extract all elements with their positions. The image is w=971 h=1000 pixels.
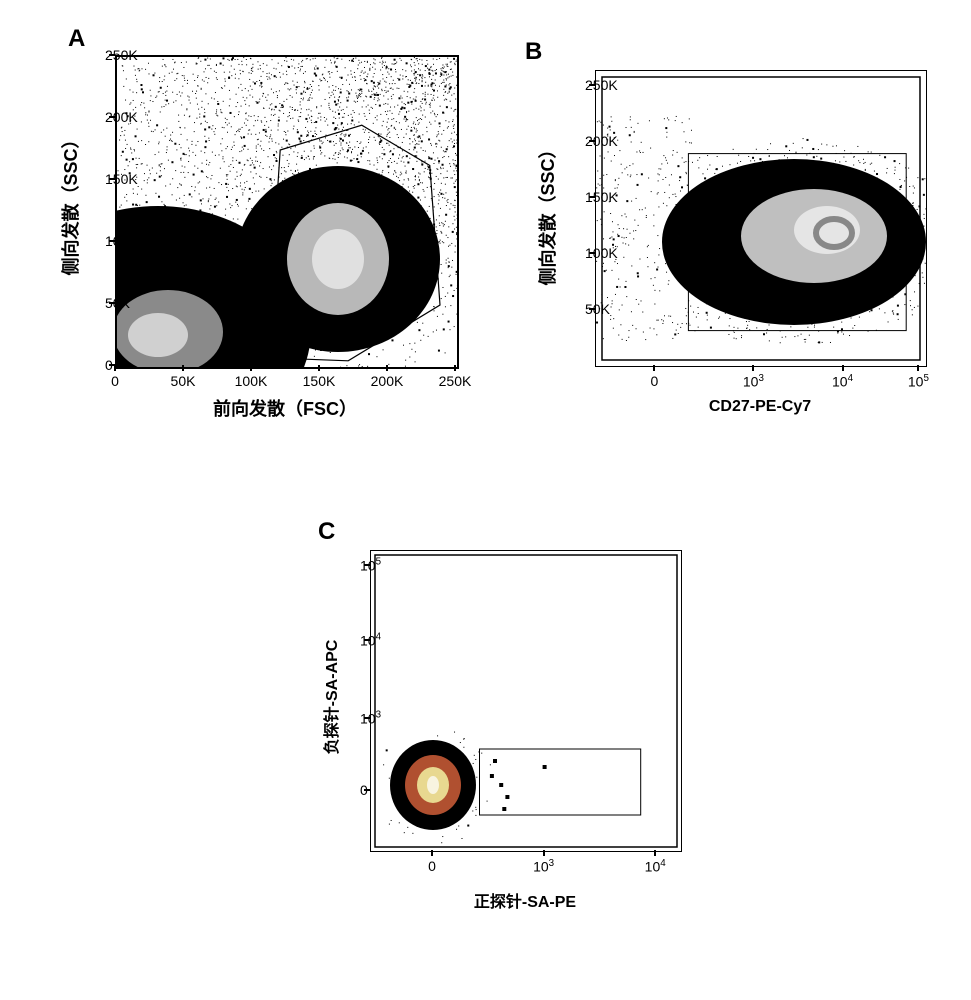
tick-label-x: 103 — [533, 858, 554, 875]
figure-container: A 侧向发散（SSC） 前向发散（FSC） B — [20, 20, 951, 980]
tick-mark — [386, 365, 388, 371]
panel-a-svg — [117, 57, 457, 367]
tick-mark — [109, 178, 115, 180]
tick-label-x: 0 — [428, 858, 436, 874]
tick-label-x: 0 — [111, 373, 119, 389]
tick-mark — [654, 850, 656, 856]
tick-mark — [454, 365, 456, 371]
tick-mark — [431, 850, 433, 856]
tick-label-x: 50K — [171, 373, 196, 389]
tick-label-x: 104 — [645, 858, 666, 875]
panel-a-label: A — [68, 25, 85, 53]
panel-c-ylabel: 负探针-SA-APC — [318, 612, 342, 782]
tick-mark — [364, 789, 370, 791]
tick-mark — [653, 365, 655, 371]
tick-label-x: 200K — [371, 373, 404, 389]
tick-mark — [589, 84, 595, 86]
tick-label-x: 100K — [235, 373, 268, 389]
panel-b-svg — [596, 71, 926, 366]
panel-c-svg — [371, 551, 681, 851]
tick-mark — [364, 639, 370, 641]
tick-label-x: 104 — [832, 373, 853, 390]
panel-a-xlabel: 前向发散（FSC） — [115, 395, 455, 421]
tick-mark — [543, 850, 545, 856]
tick-mark — [109, 302, 115, 304]
tick-mark — [182, 365, 184, 371]
tick-mark — [589, 196, 595, 198]
panel-c-plot — [370, 550, 682, 852]
tick-mark — [589, 308, 595, 310]
tick-mark — [109, 240, 115, 242]
panel-b-xlabel: CD27-PE-Cy7 — [595, 398, 925, 416]
tick-label-x: 105 — [908, 373, 929, 390]
tick-label-x: 0 — [650, 373, 658, 389]
tick-label-x: 103 — [743, 373, 764, 390]
panel-b-label: B — [525, 38, 542, 66]
panel-a-plot — [115, 55, 459, 369]
tick-mark — [109, 116, 115, 118]
panel-b-plot — [595, 70, 927, 367]
tick-mark — [589, 252, 595, 254]
panel-c-label: C — [318, 518, 335, 546]
tick-mark — [318, 365, 320, 371]
tick-mark — [109, 54, 115, 56]
tick-mark — [250, 365, 252, 371]
tick-mark — [109, 364, 115, 366]
tick-mark — [364, 564, 370, 566]
tick-mark — [842, 365, 844, 371]
tick-mark — [917, 365, 919, 371]
tick-mark — [752, 365, 754, 371]
panel-a-ylabel: 侧向发散（SSC） — [57, 113, 83, 293]
panel-b-ylabel: 侧向发散（SSC） — [534, 118, 560, 308]
tick-mark — [364, 717, 370, 719]
tick-mark — [589, 140, 595, 142]
tick-label-x: 150K — [303, 373, 336, 389]
tick-label-x: 250K — [439, 373, 472, 389]
panel-c-xlabel: 正探针-SA-PE — [370, 888, 680, 912]
